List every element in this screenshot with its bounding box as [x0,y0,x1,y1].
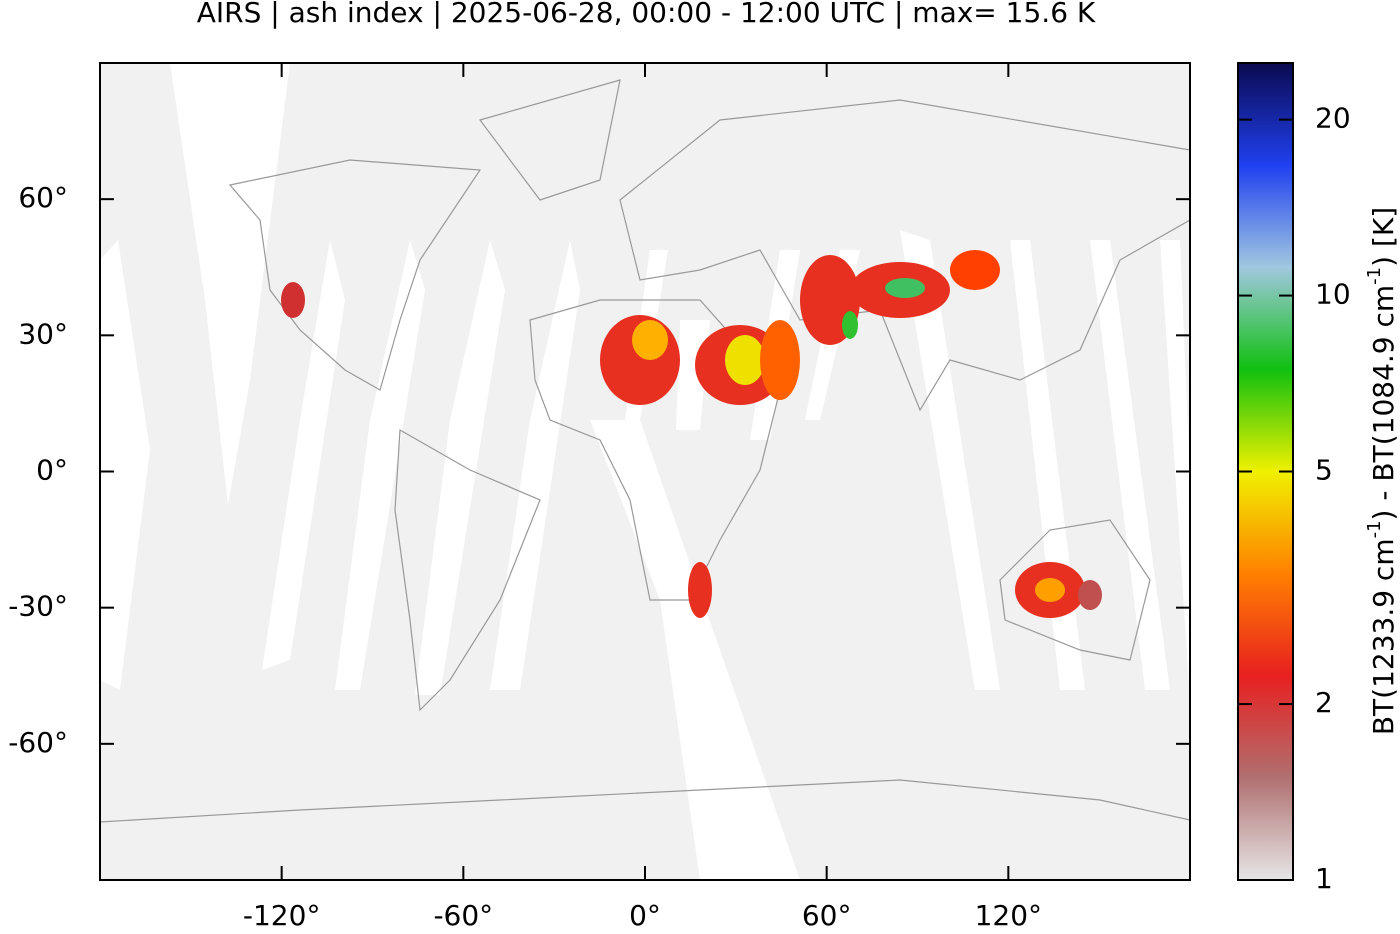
label-part: BT(1233.9 cm [1367,538,1400,735]
colorbar-tick-label: 20 [1315,102,1351,135]
x-tick-label: 120° [975,899,1042,930]
colorbar-label: BT(1233.9 cm-1) - BT(1084.9 cm-1) [K] [1364,207,1400,735]
x-tick-label: 60° [802,899,852,930]
y-tick-label: 30° [18,317,68,350]
map [99,62,1191,881]
ash-signal [281,250,1102,618]
y-tick-label: -30° [8,590,68,623]
x-tick-label: -120° [243,899,321,930]
colorbar-tick-label: 2 [1315,686,1333,719]
y-tick-label: 60° [18,181,68,214]
label-part: ) [K] [1367,207,1400,267]
label-superscript: -1 [1364,520,1385,538]
coastlines [99,79,1191,823]
colorbar-tick-label: 1 [1315,862,1333,895]
label-superscript: -1 [1364,267,1385,285]
x-tick-label: 0° [629,899,661,930]
colorbar-tick-label: 10 [1315,278,1351,311]
chart-title: AIRS | ash index | 2025-06-28, 00:00 - 1… [197,0,1096,29]
label-part: ) - BT(1084.9 cm [1367,285,1400,521]
colorbar-tick-label: 5 [1315,454,1333,487]
y-tick-label: -60° [8,726,68,759]
y-tick-label: 0° [36,454,68,487]
x-tick-label: -60° [433,899,493,930]
